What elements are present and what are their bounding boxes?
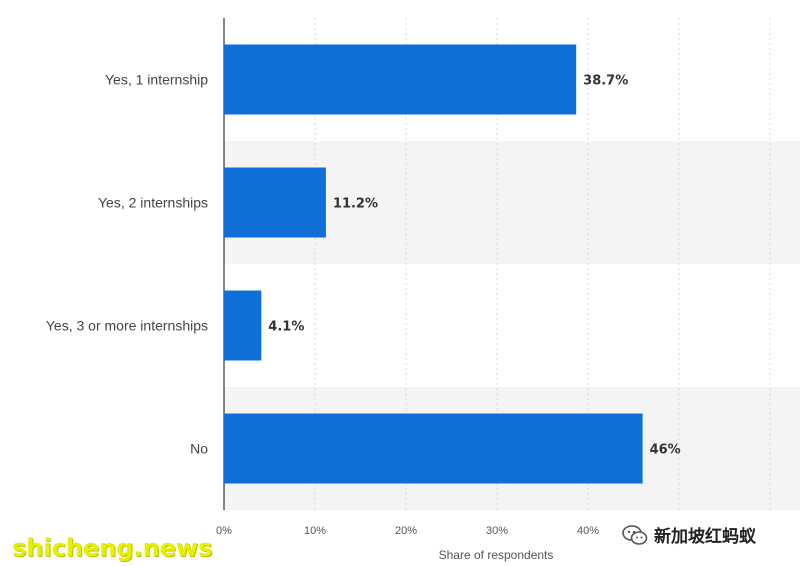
value-label: 4.1% bbox=[268, 320, 304, 335]
category-labels: Yes, 1 internship Yes, 2 internships Yes, … bbox=[46, 72, 208, 457]
bar bbox=[224, 290, 262, 361]
watermark-right-text: 新加坡红蚂蚁 bbox=[654, 527, 756, 547]
x-tick-label: 40% bbox=[577, 525, 599, 537]
watermark-left: shicheng.news bbox=[12, 534, 213, 562]
x-tick-label: 0% bbox=[216, 525, 232, 537]
category-label: No bbox=[190, 441, 208, 457]
bars bbox=[224, 44, 643, 484]
value-label: 46% bbox=[650, 443, 681, 458]
category-label: Yes, 3 or more internships bbox=[46, 318, 208, 334]
bar bbox=[224, 44, 577, 115]
watermark-right: 新加坡红蚂蚁 bbox=[622, 522, 756, 547]
bar bbox=[224, 167, 326, 238]
category-label: Yes, 1 internship bbox=[105, 72, 208, 88]
x-tick-label: 30% bbox=[486, 525, 508, 537]
x-tick-labels: 0% 10% 20% 30% 40% bbox=[216, 525, 599, 537]
category-label: Yes, 2 internships bbox=[98, 195, 208, 211]
x-tick-label: 10% bbox=[304, 525, 326, 537]
value-label: 38.7% bbox=[583, 74, 628, 89]
x-tick-label: 20% bbox=[395, 525, 417, 537]
value-labels: 38.7% 11.2% 4.1% 46% bbox=[268, 74, 680, 458]
category-band bbox=[224, 264, 800, 387]
value-label: 11.2% bbox=[333, 197, 378, 212]
x-axis-title: Share of respondents bbox=[439, 548, 554, 562]
category-bands bbox=[224, 18, 800, 510]
bar bbox=[224, 413, 643, 484]
wechat-icon bbox=[622, 524, 648, 545]
